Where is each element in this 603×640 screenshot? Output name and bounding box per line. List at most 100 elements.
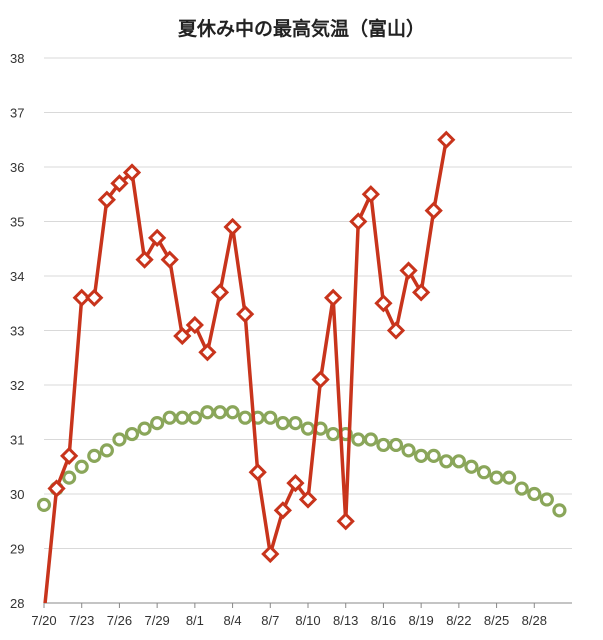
normal-temp-point [62, 470, 77, 485]
max-temp-point [110, 174, 129, 193]
max-temp-point [298, 490, 318, 509]
y-tick-label: 38 [10, 51, 24, 66]
max-temp-point [72, 288, 91, 307]
x-tick-label: 7/23 [69, 613, 94, 628]
normal-temp-point [552, 503, 567, 518]
normal-temp-point [212, 405, 228, 420]
max-temp-point [148, 228, 167, 247]
x-tick-label: 8/19 [408, 613, 433, 628]
normal-temp-point [36, 497, 52, 512]
normal-temp-point [464, 459, 479, 474]
normal-temp-point [99, 443, 114, 458]
max-temp-point [135, 250, 154, 269]
normal-temp-point [175, 410, 190, 425]
x-tick-label: 8/28 [522, 613, 547, 628]
x-tick-label: 8/13 [333, 613, 358, 628]
normal-temp-point [363, 432, 378, 447]
normal-temp-point [275, 416, 290, 431]
max-temp-point [122, 163, 142, 182]
normal-temp-point [238, 410, 253, 425]
normal-temp-point [288, 416, 303, 431]
normal-temp-point [401, 443, 416, 458]
series-layer [36, 130, 567, 603]
y-tick-label: 29 [10, 542, 24, 557]
max-temp-point [361, 185, 380, 204]
x-tick-label: 8/22 [446, 613, 471, 628]
max-temp-point [185, 315, 204, 335]
max-temp-point [97, 190, 116, 209]
max-temp-point [336, 512, 355, 531]
x-tick-label: 8/7 [261, 613, 279, 628]
normal-temp-point [87, 448, 102, 463]
normal-temp-point [300, 421, 316, 436]
normal-temp-point [112, 432, 127, 447]
normal-temp-point [351, 432, 366, 447]
normal-temp-point [476, 465, 492, 480]
x-axis-ticks: 7/20 7/23 7/26 7/29 8/1 8/4 8/7 8/10 8/13 8/16 8/1… [31, 603, 547, 628]
chart-title: 夏休み中の最高気温（富山） [177, 18, 425, 40]
max-temp-point [424, 201, 443, 220]
normal-temp-point [225, 405, 240, 420]
normal-temp-point [150, 416, 165, 431]
x-tick-label: 8/4 [224, 613, 242, 628]
max-temp-point [349, 212, 368, 231]
x-tick-label: 8/1 [186, 613, 204, 628]
x-tick-label: 7/20 [31, 613, 56, 628]
max-temp-point [437, 130, 456, 149]
max-temp-point [374, 294, 393, 313]
normal-temp-point [514, 481, 529, 496]
max-temp-point [248, 463, 267, 482]
normal-temp-point [124, 426, 140, 442]
y-tick-label: 33 [10, 324, 24, 339]
normal-temp-point [162, 410, 177, 425]
max-temp-point [412, 283, 431, 302]
normal-temp-point [414, 448, 429, 463]
normal-temp-point [137, 421, 152, 436]
max-temp-line [43, 139, 449, 603]
normal-temp-point [74, 459, 89, 474]
x-tick-label: 8/16 [371, 613, 396, 628]
normal-temp-point [439, 454, 454, 469]
normal-temp-point [376, 437, 391, 453]
normal-temp-point [263, 410, 278, 425]
max-temp-point [210, 283, 230, 302]
normal-temp-point [200, 405, 215, 420]
x-tick-label: 7/29 [144, 613, 169, 628]
y-tick-label: 31 [10, 433, 24, 448]
x-tick-label: 8/10 [295, 613, 320, 628]
normal-temp-point [527, 486, 542, 502]
max-temp-point [261, 544, 280, 564]
max-temp-point [273, 501, 292, 520]
y-tick-label: 32 [10, 378, 24, 393]
max-temp-point [47, 479, 66, 498]
x-tick-label: 7/26 [107, 613, 132, 628]
max-temp-point [60, 446, 79, 465]
max-temp-point [236, 305, 255, 324]
max-temp-point [223, 217, 242, 237]
normal-temp-point [451, 454, 466, 469]
y-tick-label: 30 [10, 487, 24, 502]
max-temp-point [160, 250, 179, 269]
y-tick-label: 37 [10, 106, 24, 121]
max-temp-point [386, 321, 406, 340]
normal-temp-point [326, 426, 341, 442]
max-temp-point [173, 326, 192, 346]
max-temp-point [324, 288, 343, 307]
max-temp-point [311, 370, 330, 389]
max-temp-point [85, 288, 104, 307]
y-axis-ticks: 28 29 30 31 32 33 34 35 36 37 38 [10, 51, 24, 611]
normal-temp-point [187, 410, 202, 425]
y-tick-label: 34 [10, 269, 24, 284]
x-tick-label: 8/25 [484, 613, 509, 628]
normal-temp-point [502, 470, 517, 485]
max-temp-point [399, 261, 418, 280]
normal-temp-point [388, 437, 404, 453]
normal-temp-point [489, 470, 504, 485]
y-tick-label: 36 [10, 160, 24, 175]
normal-temp-point [426, 448, 441, 463]
y-tick-label: 28 [10, 596, 24, 611]
grid-lines [44, 57, 572, 604]
y-tick-label: 35 [10, 215, 24, 230]
normal-temp-point [539, 492, 554, 507]
max-temp-point [286, 473, 305, 493]
